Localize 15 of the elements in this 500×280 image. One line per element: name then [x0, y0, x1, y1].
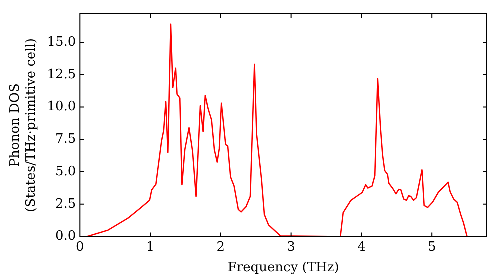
y-tick-label: 7.5 — [55, 132, 76, 148]
y-tick-label: 0.0 — [55, 229, 76, 244]
x-tick-label: 0 — [76, 240, 84, 255]
y-tick-label: 12.5 — [47, 67, 76, 82]
x-tick-label: 2 — [216, 240, 226, 255]
y-tick-label: 10.0 — [47, 100, 76, 115]
y-tick-label: 15.0 — [47, 34, 76, 50]
x-axis-title: Frequency (THz) — [228, 260, 340, 276]
x-tick-label: 3 — [287, 240, 296, 255]
y-tick-label: 5.0 — [55, 164, 76, 180]
y-tick-label: 2.5 — [55, 196, 76, 212]
x-tick-label: 1 — [146, 240, 155, 255]
x-tick-label: 4 — [358, 240, 366, 255]
x-tick-label: 5 — [428, 240, 436, 255]
y-axis-title: Phonon DOS (States/THz·primitive cell) — [8, 38, 39, 212]
